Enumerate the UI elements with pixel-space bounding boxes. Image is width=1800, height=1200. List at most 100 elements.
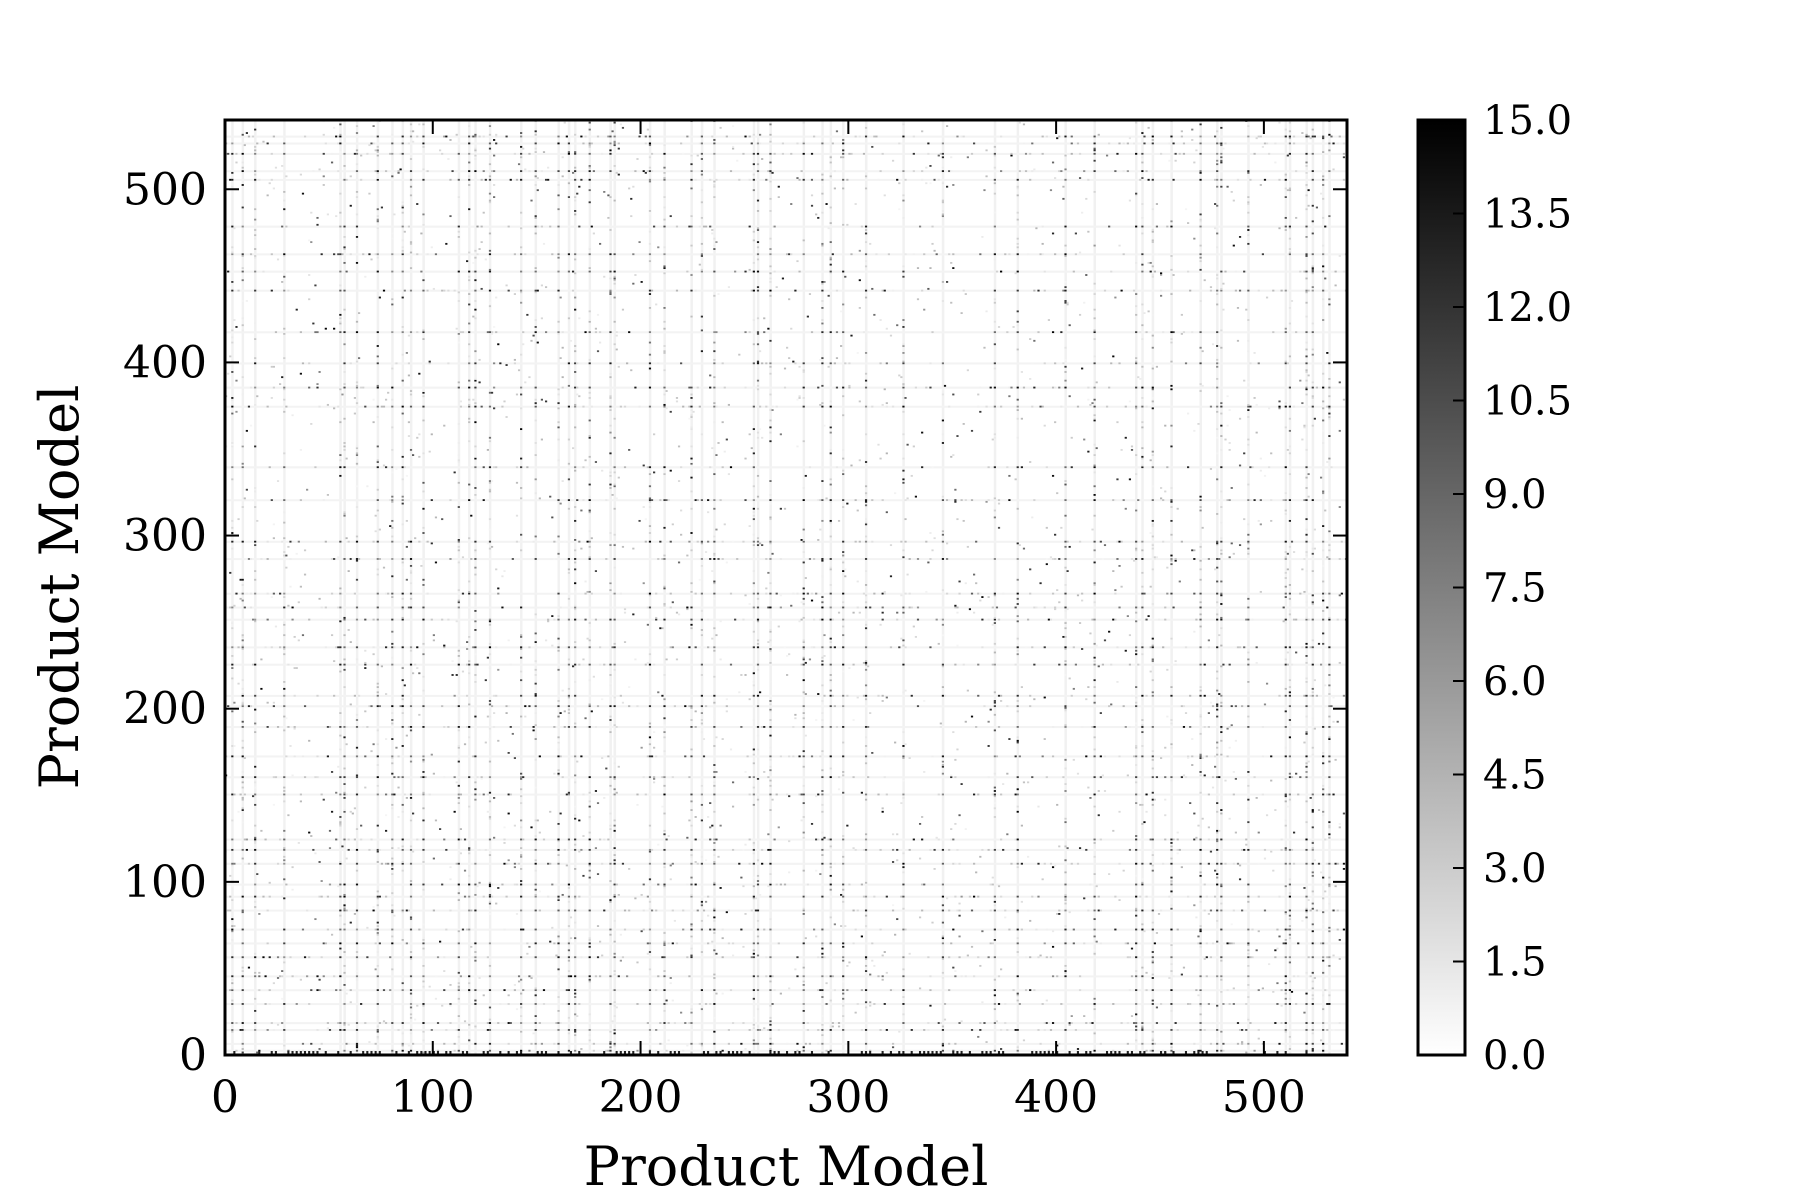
heatmap-cell bbox=[426, 253, 429, 256]
heatmap-cell bbox=[588, 776, 591, 779]
heatmap-cell bbox=[671, 601, 674, 604]
heatmap-cell bbox=[941, 772, 945, 775]
heatmap-cell bbox=[571, 447, 575, 450]
heatmap-cell bbox=[268, 1003, 271, 1005]
heatmap-cell bbox=[918, 857, 922, 860]
heatmap-cell bbox=[752, 1016, 755, 1019]
heatmap-cell bbox=[333, 327, 336, 330]
heatmap-cell bbox=[927, 152, 930, 155]
heatmap-cell bbox=[729, 748, 733, 751]
heatmap-cell bbox=[391, 428, 394, 431]
heatmap-cell bbox=[657, 558, 660, 560]
heatmap-cell bbox=[609, 291, 612, 294]
heatmap-cell bbox=[343, 1022, 346, 1024]
heatmap-cell bbox=[846, 824, 849, 827]
heatmap-cell bbox=[249, 424, 253, 427]
heatmap-cell bbox=[588, 627, 591, 630]
heatmap-cell bbox=[287, 1003, 290, 1005]
heatmap-cell bbox=[898, 142, 901, 145]
heatmap-cell bbox=[613, 859, 616, 862]
heatmap-cell bbox=[798, 620, 801, 623]
heatmap-cell bbox=[557, 253, 560, 256]
heatmap-cell bbox=[709, 838, 712, 841]
heatmap-cell bbox=[713, 781, 716, 784]
heatmap-cell bbox=[401, 326, 404, 328]
heatmap-cell bbox=[750, 989, 753, 992]
heatmap-cell bbox=[657, 246, 660, 249]
heatmap-cell bbox=[376, 968, 379, 971]
heatmap-cell bbox=[233, 793, 236, 796]
heatmap-cell bbox=[567, 791, 571, 794]
heatmap-cell bbox=[663, 866, 666, 869]
heatmap-cell bbox=[721, 992, 724, 995]
heatmap-cell bbox=[254, 883, 257, 886]
heatmap-cell bbox=[599, 499, 602, 502]
heatmap-cell bbox=[713, 331, 716, 334]
heatmap-cell bbox=[530, 975, 533, 978]
heatmap-cell bbox=[376, 933, 379, 936]
heatmap-cell bbox=[958, 1022, 961, 1024]
heatmap-cell bbox=[752, 289, 755, 292]
heatmap-cell bbox=[376, 445, 379, 448]
heatmap-cell bbox=[227, 152, 230, 155]
heatmap-cell bbox=[937, 1022, 940, 1024]
heatmap-cell bbox=[391, 405, 394, 408]
heatmap-cell bbox=[254, 956, 257, 959]
heatmap-cell bbox=[542, 956, 546, 959]
heatmap-cell bbox=[713, 402, 716, 405]
heatmap-cell bbox=[821, 952, 824, 955]
heatmap-cell bbox=[900, 376, 903, 379]
heatmap-cell bbox=[266, 558, 269, 560]
heatmap-cell bbox=[576, 192, 579, 195]
heatmap-cell bbox=[663, 267, 666, 269]
heatmap-cell bbox=[488, 142, 492, 145]
heatmap-cell bbox=[648, 532, 652, 534]
heatmap-cell bbox=[580, 848, 583, 851]
heatmap-cell bbox=[607, 216, 610, 219]
heatmap-cell bbox=[488, 975, 492, 978]
heatmap-cell bbox=[663, 731, 666, 734]
heatmap-cell bbox=[609, 331, 612, 334]
heatmap-cell bbox=[648, 755, 652, 758]
heatmap-cell bbox=[821, 769, 824, 772]
heatmap-cell bbox=[474, 956, 477, 959]
heatmap-cell bbox=[422, 135, 425, 138]
heatmap-cell bbox=[700, 1008, 703, 1011]
heatmap-cell bbox=[648, 726, 652, 728]
heatmap-cell bbox=[289, 956, 292, 959]
heatmap-cell bbox=[796, 398, 799, 401]
heatmap-cell bbox=[339, 133, 342, 136]
heatmap-cell bbox=[401, 745, 404, 747]
heatmap-cell bbox=[869, 1001, 872, 1004]
heatmap-cell bbox=[821, 663, 824, 666]
heatmap-cell bbox=[557, 402, 560, 405]
heatmap-cell bbox=[844, 275, 847, 278]
heatmap-cell bbox=[698, 263, 701, 266]
heatmap-cell bbox=[439, 828, 442, 830]
heatmap-cell bbox=[756, 436, 760, 439]
heatmap-cell bbox=[520, 487, 523, 489]
heatmap-cell bbox=[817, 499, 820, 502]
heatmap-cell bbox=[864, 225, 868, 228]
heatmap-cell bbox=[856, 1003, 859, 1005]
heatmap-cell bbox=[648, 485, 652, 488]
heatmap-cell bbox=[941, 765, 945, 768]
heatmap-cell bbox=[235, 152, 238, 155]
heatmap-cell bbox=[970, 945, 974, 948]
heatmap-cell bbox=[891, 405, 895, 408]
heatmap-cell bbox=[700, 152, 703, 155]
heatmap-cell bbox=[744, 913, 747, 915]
heatmap-cell bbox=[646, 942, 649, 945]
heatmap-cell bbox=[409, 242, 413, 245]
heatmap-cell bbox=[842, 975, 845, 978]
heatmap-cell bbox=[574, 561, 577, 564]
heatmap-cell bbox=[707, 942, 710, 945]
heatmap-cell bbox=[347, 540, 350, 543]
heatmap-cell bbox=[534, 693, 537, 695]
heatmap-cell bbox=[613, 282, 616, 285]
heatmap-cell bbox=[241, 821, 244, 824]
heatmap-cell bbox=[355, 236, 359, 238]
heatmap-cell bbox=[721, 362, 724, 365]
heatmap-cell bbox=[401, 1032, 404, 1035]
heatmap-cell bbox=[902, 883, 905, 886]
